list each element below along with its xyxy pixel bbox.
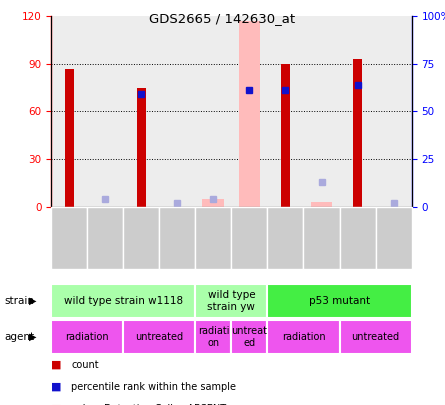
Bar [267, 207, 303, 269]
Bar [340, 16, 376, 207]
Bar [267, 320, 340, 354]
Text: p53 mutant: p53 mutant [309, 296, 370, 306]
Text: wild type strain w1118: wild type strain w1118 [64, 296, 183, 306]
Text: percentile rank within the sample: percentile rank within the sample [71, 382, 236, 392]
Text: radiati
on: radiati on [198, 326, 229, 348]
Bar [159, 16, 195, 207]
Text: untreated: untreated [352, 332, 400, 342]
Bar [267, 284, 412, 318]
Bar [311, 202, 332, 207]
Text: ▶: ▶ [29, 296, 36, 306]
Bar [87, 207, 123, 269]
Bar [340, 207, 376, 269]
Bar [159, 207, 195, 269]
Text: ▶: ▶ [29, 332, 36, 342]
Bar [195, 320, 231, 354]
Text: radiation: radiation [65, 332, 109, 342]
Bar [195, 284, 267, 318]
Bar [123, 207, 159, 269]
Bar [137, 87, 146, 207]
Text: strain: strain [4, 296, 34, 306]
Bar [195, 207, 231, 269]
Bar [202, 198, 224, 207]
Text: count: count [71, 360, 99, 369]
Bar [303, 16, 340, 207]
Bar [376, 16, 412, 207]
Text: GDS2665 / 142630_at: GDS2665 / 142630_at [150, 12, 295, 25]
Bar [231, 207, 267, 269]
Bar [195, 16, 231, 207]
Text: radiation: radiation [282, 332, 325, 342]
Bar [340, 320, 412, 354]
Bar [239, 21, 260, 207]
Bar [353, 59, 362, 207]
Bar [281, 64, 290, 207]
Bar [51, 16, 87, 207]
Bar [65, 68, 74, 207]
Bar [303, 207, 340, 269]
Bar [376, 207, 412, 269]
Text: wild type
strain yw: wild type strain yw [207, 290, 255, 311]
Text: untreated: untreated [135, 332, 183, 342]
Bar [87, 16, 123, 207]
Bar [51, 207, 87, 269]
Text: ■: ■ [51, 360, 62, 369]
Text: ■: ■ [51, 382, 62, 392]
Bar [267, 16, 303, 207]
Bar [123, 16, 159, 207]
Bar [51, 284, 195, 318]
Bar [123, 320, 195, 354]
Text: value, Detection Call = ABSENT: value, Detection Call = ABSENT [71, 404, 227, 405]
Bar [51, 320, 123, 354]
Text: agent: agent [4, 332, 35, 342]
Bar [231, 16, 267, 207]
Text: untreat
ed: untreat ed [231, 326, 267, 348]
Bar [231, 320, 267, 354]
Text: ■: ■ [51, 404, 62, 405]
